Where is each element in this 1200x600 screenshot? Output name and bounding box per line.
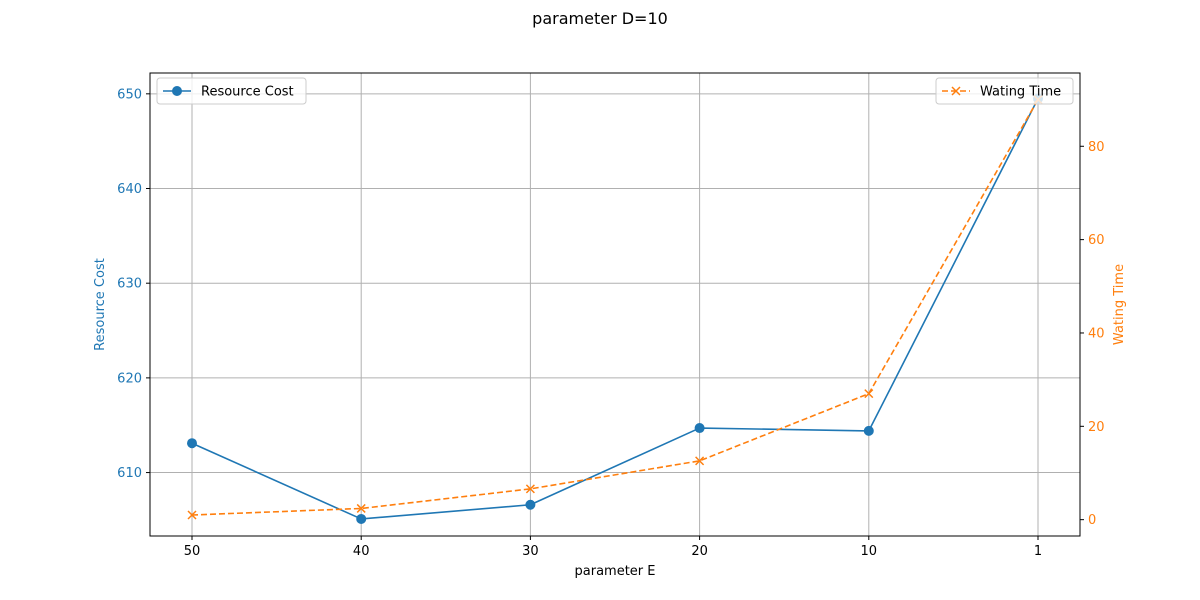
data-point-wating-time	[864, 389, 874, 399]
y-left-tick-label: 640	[117, 182, 142, 197]
y-right-tick-label: 0	[1088, 513, 1096, 528]
x-tick-label: 50	[184, 544, 201, 559]
chart-title: parameter D=10	[532, 9, 668, 28]
legend-wating-time: Wating Time	[935, 77, 1074, 105]
grid-layer	[150, 73, 1080, 536]
legend-sample-resource-cost	[163, 86, 191, 96]
data-point-wating-time	[187, 510, 197, 520]
plot-frame	[149, 72, 1081, 537]
y-right-tick-label: 80	[1088, 140, 1105, 155]
y-right-tick-label: 60	[1088, 233, 1105, 248]
y-right-tick-label: 20	[1088, 420, 1105, 435]
y-right-tick-label: 40	[1088, 326, 1105, 341]
legend-marker	[951, 86, 961, 96]
x-tick-label: 10	[861, 544, 878, 559]
data-point-wating-time	[356, 503, 366, 513]
x-axis-label: parameter E	[575, 564, 656, 579]
y-left-tick-label: 630	[117, 277, 142, 292]
x-tick-label: 30	[522, 544, 539, 559]
data-point-resource-cost	[863, 425, 874, 436]
series-line-resource-cost	[191, 98, 1039, 520]
legend-box	[156, 77, 307, 105]
y-left-tick-label: 610	[117, 466, 142, 481]
legend-resource-cost: Resource Cost	[156, 77, 307, 105]
data-point-resource-cost	[694, 423, 705, 434]
y-axis-right-label: Wating Time	[1112, 264, 1127, 345]
legend-box	[935, 77, 1074, 105]
series-layer	[187, 93, 1043, 524]
data-point-wating-time	[695, 456, 705, 466]
y-left-tick-label: 620	[117, 371, 142, 386]
y-axis-left-label: Resource Cost	[93, 258, 108, 351]
legend-marker	[172, 86, 182, 96]
y-left-tick-label: 650	[117, 87, 142, 102]
data-point-resource-cost	[187, 438, 197, 449]
series-line-wating-time	[191, 99, 1039, 516]
data-point-resource-cost	[356, 513, 367, 524]
legend-label-resource-cost: Resource Cost	[201, 85, 294, 100]
x-tick-label: 40	[353, 544, 370, 559]
data-point-wating-time	[525, 484, 535, 494]
x-tick-label: 1	[1034, 544, 1042, 559]
x-tick-label: 20	[691, 544, 708, 559]
data-point-resource-cost	[525, 499, 536, 510]
legend-label-wating-time: Wating Time	[980, 85, 1061, 100]
axis-layer: 50 40 30 20 10 1 610 620 630 640 650 0 20 40 60 80	[117, 87, 1104, 559]
legend-sample-wating-time	[942, 86, 970, 96]
